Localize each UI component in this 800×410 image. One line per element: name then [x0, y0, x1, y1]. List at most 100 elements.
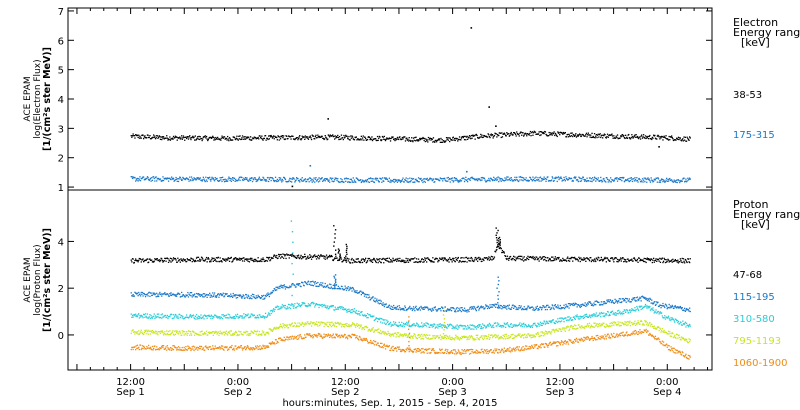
data-point — [195, 292, 198, 295]
data-point — [342, 288, 344, 290]
data-point — [311, 284, 313, 286]
data-point — [655, 138, 657, 140]
data-point — [323, 325, 325, 328]
data-point — [330, 286, 333, 288]
data-point — [577, 135, 579, 137]
data-point — [151, 259, 153, 261]
data-point — [213, 314, 216, 316]
data-point — [582, 134, 584, 136]
data-point — [355, 312, 357, 314]
data-point — [289, 177, 291, 179]
data-point — [578, 304, 580, 306]
data-point — [255, 330, 257, 333]
data-point — [340, 258, 343, 260]
data-point — [537, 179, 540, 181]
data-point — [321, 177, 323, 179]
data-point — [649, 134, 651, 137]
data-point — [469, 136, 471, 138]
data-point — [507, 176, 509, 178]
data-point — [416, 322, 418, 324]
data-point — [499, 307, 501, 309]
data-point — [258, 296, 260, 298]
data-point — [539, 321, 542, 323]
data-point — [585, 315, 587, 317]
data-point — [487, 179, 489, 182]
data-point — [465, 139, 467, 141]
data-point — [371, 180, 374, 182]
data-point — [554, 259, 556, 261]
data-point — [148, 136, 150, 139]
data-point — [685, 181, 688, 183]
data-point — [616, 134, 619, 136]
data-point — [335, 249, 337, 251]
data-point — [328, 179, 330, 181]
data-point — [622, 257, 624, 259]
data-point — [485, 326, 487, 328]
data-point — [174, 179, 176, 182]
data-point — [273, 326, 275, 329]
data-point — [347, 138, 349, 140]
data-point — [442, 258, 444, 260]
data-point — [360, 259, 362, 261]
data-point — [550, 133, 552, 136]
data-point — [439, 308, 441, 310]
data-point — [547, 322, 550, 325]
data-point — [234, 180, 236, 182]
data-point — [637, 308, 639, 310]
data-point — [433, 181, 435, 183]
data-point — [139, 295, 142, 297]
data-point — [575, 258, 578, 260]
data-point — [144, 135, 146, 137]
data-point — [441, 327, 443, 329]
data-point — [160, 293, 162, 295]
data-point — [472, 308, 474, 310]
data-point — [682, 261, 684, 264]
data-point — [337, 248, 340, 250]
data-point — [383, 305, 385, 308]
data-point — [353, 323, 356, 326]
data-point — [554, 256, 556, 258]
data-point — [325, 178, 327, 180]
data-point — [557, 176, 560, 178]
data-point — [440, 137, 442, 140]
data-point — [533, 256, 535, 259]
data-point — [454, 327, 456, 329]
data-point — [291, 255, 293, 257]
data-point — [463, 180, 466, 183]
data-point — [458, 325, 461, 327]
data-point — [325, 286, 327, 288]
data-point — [307, 178, 310, 180]
data-point — [295, 326, 297, 328]
data-point — [206, 180, 208, 183]
data-point — [477, 326, 479, 329]
data-point — [223, 296, 225, 298]
data-point — [524, 324, 526, 326]
data-point — [177, 178, 179, 180]
data-point — [426, 261, 428, 263]
data-point — [508, 257, 510, 259]
data-point — [146, 317, 148, 319]
data-point — [312, 255, 315, 257]
data-point — [335, 278, 337, 281]
data-point — [251, 180, 254, 183]
data-point — [434, 327, 436, 329]
data-point — [403, 260, 405, 262]
y-tick-label: 4 — [58, 237, 64, 248]
data-point — [394, 306, 397, 309]
series-38-53 — [130, 27, 691, 188]
data-point — [574, 302, 576, 304]
data-point — [644, 137, 646, 139]
data-point — [558, 178, 560, 181]
data-point — [314, 281, 316, 283]
data-point — [486, 305, 488, 307]
data-point — [366, 317, 368, 319]
data-point — [305, 181, 307, 183]
data-point — [577, 180, 579, 183]
data-point — [315, 258, 318, 260]
data-point — [269, 314, 271, 316]
data-point — [436, 324, 438, 326]
data-point — [262, 332, 264, 334]
data-point — [315, 321, 318, 323]
data-point — [435, 178, 438, 181]
data-point — [488, 307, 491, 309]
